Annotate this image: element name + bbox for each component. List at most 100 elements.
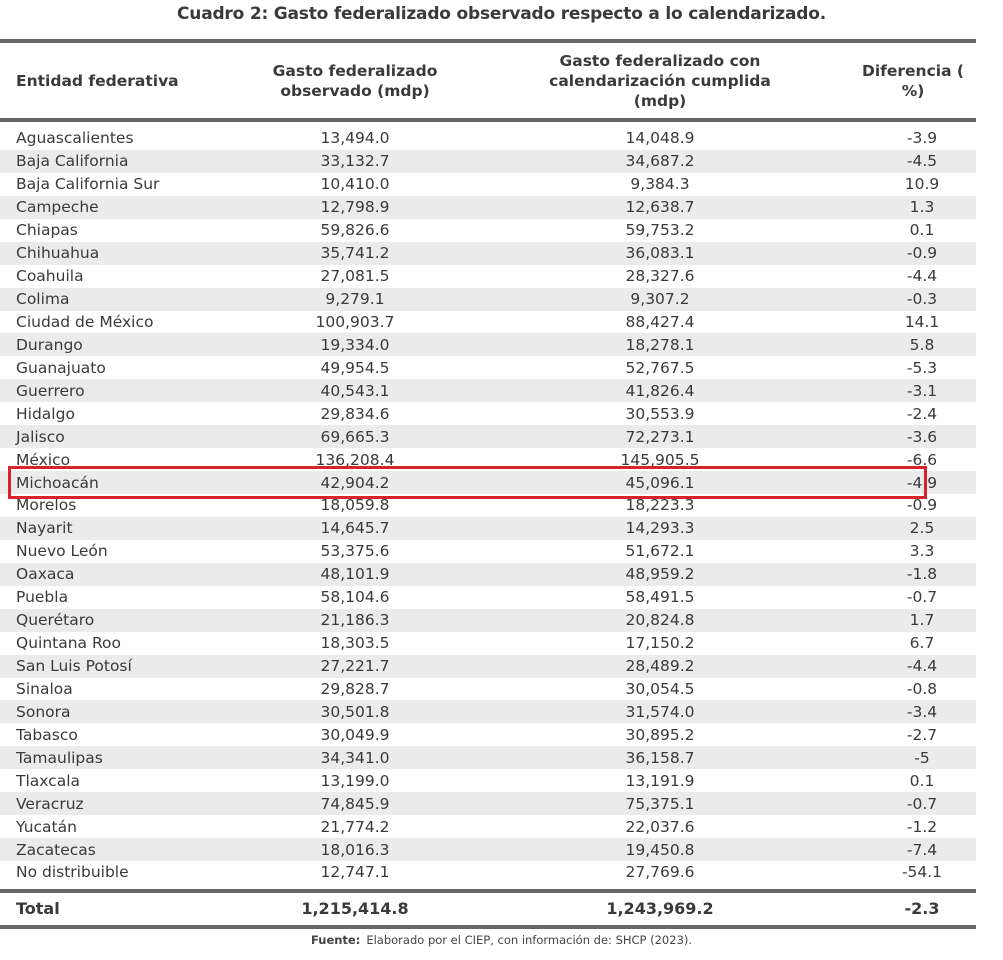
table-row: No distribuible 12,747.1 27,769.6 -54.1 — [0, 861, 976, 884]
cell-scheduled: 30,553.9 — [625, 404, 695, 423]
cell-entity: Tamaulipas — [16, 748, 103, 767]
cell-scheduled: 36,083.1 — [625, 244, 695, 263]
cell-observed: 34,341.0 — [320, 748, 390, 767]
cell-entity: Veracruz — [16, 794, 84, 813]
table-row: Durango 19,334.0 18,278.1 5.8 — [0, 333, 976, 357]
cell-diff: -3.6 — [906, 427, 938, 446]
cell-observed: 18,303.5 — [320, 634, 390, 653]
cell-diff: -5.3 — [906, 358, 938, 377]
cell-observed: 12,798.9 — [320, 198, 390, 217]
cell-observed: 69,665.3 — [320, 427, 390, 446]
cell-observed: 29,834.6 — [320, 404, 390, 423]
cell-observed: 33,132.7 — [320, 152, 390, 171]
table-row: Zacatecas 18,016.3 19,450.8 -7.4 — [0, 838, 976, 861]
cell-entity: Chihuahua — [16, 244, 100, 263]
cell-observed: 27,081.5 — [320, 267, 390, 286]
cell-entity: Campeche — [16, 198, 99, 217]
cell-observed: 136,208.4 — [315, 450, 395, 469]
highlight-box-michoacan — [8, 466, 927, 499]
cell-diff: 14.1 — [904, 312, 940, 331]
cell-entity: Hidalgo — [16, 404, 75, 423]
cell-scheduled: 30,895.2 — [625, 725, 695, 744]
cell-observed: 13,199.0 — [320, 771, 390, 790]
cell-diff: -0.9 — [906, 244, 938, 263]
table-row: Sonora 30,501.8 31,574.0 -3.4 — [0, 700, 976, 724]
cell-diff: -0.3 — [906, 290, 938, 309]
cell-scheduled: 41,826.4 — [625, 381, 695, 400]
table-bottom-rule — [0, 924, 976, 929]
cell-diff: 10.9 — [904, 175, 940, 194]
cell-entity: Tlaxcala — [16, 771, 80, 790]
cell-entity: Durango — [16, 335, 83, 354]
header-scheduled-line1: Gasto federalizado con — [559, 51, 761, 70]
table-row: Querétaro 21,186.3 20,824.8 1.7 — [0, 608, 976, 632]
header-diff: Diferencia ( %) — [861, 61, 965, 100]
total-observed: 1,215,414.8 — [301, 899, 409, 919]
table-title: Cuadro 2: Gasto federalizado observado r… — [177, 4, 826, 24]
cell-diff: -4.9 — [906, 473, 938, 492]
table-row: Nayarit 14,645.7 14,293.3 2.5 — [0, 516, 976, 540]
cell-diff: -4.4 — [906, 657, 938, 676]
cell-scheduled: 48,959.2 — [625, 565, 695, 584]
cell-entity: Sinaloa — [16, 679, 73, 698]
cell-entity: Nuevo León — [16, 542, 108, 561]
cell-diff: -0.7 — [906, 588, 938, 607]
data-table: Entidad federativa Gasto federalizado ob… — [0, 39, 976, 929]
table-row: Campeche 12,798.9 12,638.7 1.3 — [0, 195, 976, 219]
table-row: Chiapas 59,826.6 59,753.2 0.1 — [0, 219, 976, 242]
cell-entity: Aguascalientes — [16, 129, 134, 148]
table-row: Baja California 33,132.7 34,687.2 -4.5 — [0, 149, 976, 173]
cell-observed: 19,334.0 — [320, 335, 390, 354]
cell-scheduled: 13,191.9 — [625, 771, 695, 790]
table-row: Morelos 18,059.8 18,223.3 -0.9 — [0, 494, 976, 517]
cell-observed: 10,410.0 — [320, 175, 390, 194]
cell-observed: 48,101.9 — [320, 565, 390, 584]
cell-diff: -7.4 — [906, 840, 938, 859]
table-row: Sinaloa 29,828.7 30,054.5 -0.8 — [0, 678, 976, 701]
total-label: Total — [16, 899, 60, 919]
footnote: Fuente: Elaborado por el CIEP, con inform… — [0, 933, 1003, 947]
cell-entity: Guanajuato — [16, 358, 106, 377]
cell-scheduled: 27,769.6 — [625, 863, 695, 882]
header-scheduled-line2: calendarización cumplida — [549, 71, 771, 90]
cell-diff: -2.4 — [906, 404, 938, 423]
cell-diff: -3.4 — [906, 702, 938, 721]
cell-scheduled: 18,223.3 — [625, 496, 695, 515]
cell-diff: 1.7 — [909, 611, 935, 630]
cell-observed: 29,828.7 — [320, 679, 390, 698]
table-row: México 136,208.4 145,905.5 -6.6 — [0, 448, 976, 471]
cell-observed: 30,501.8 — [320, 702, 390, 721]
cell-entity: Yucatán — [16, 817, 77, 836]
cell-entity: Michoacán — [16, 473, 99, 492]
cell-entity: Jalisco — [16, 427, 65, 446]
cell-entity: Zacatecas — [16, 840, 96, 859]
cell-diff: 1.3 — [909, 198, 935, 217]
table-row: Aguascalientes 13,494.0 14,048.9 -3.9 — [0, 127, 976, 150]
table-row: Guerrero 40,543.1 41,826.4 -3.1 — [0, 379, 976, 403]
table-body: Aguascalientes 13,494.0 14,048.9 -3.9 Baja C… — [0, 122, 976, 884]
cell-entity: Colima — [16, 290, 70, 309]
cell-entity: Morelos — [16, 496, 77, 515]
cell-observed: 59,826.6 — [320, 221, 390, 240]
header-observed: Gasto federalizado observado (mdp) — [240, 61, 470, 101]
cell-diff: -0.7 — [906, 794, 938, 813]
cell-scheduled: 145,905.5 — [620, 450, 700, 469]
cell-scheduled: 14,293.3 — [625, 519, 695, 538]
cell-observed: 100,903.7 — [315, 312, 395, 331]
cell-entity: Baja California — [16, 152, 129, 171]
table-row: Guanajuato 49,954.5 52,767.5 -5.3 — [0, 356, 976, 379]
cell-observed: 42,904.2 — [320, 473, 390, 492]
cell-scheduled: 22,037.6 — [625, 817, 695, 836]
cell-diff: -0.8 — [906, 679, 938, 698]
cell-entity: Coahuila — [16, 267, 84, 286]
cell-observed: 49,954.5 — [320, 358, 390, 377]
cell-scheduled: 75,375.1 — [625, 794, 695, 813]
cell-diff: -4.5 — [906, 152, 938, 171]
footnote-text: Elaborado por el CIEP, con información d… — [366, 933, 693, 947]
total-diff: -2.3 — [904, 899, 940, 919]
cell-scheduled: 9,307.2 — [630, 290, 690, 309]
cell-diff: -4.4 — [906, 267, 938, 286]
cell-entity: Baja California Sur — [16, 175, 160, 194]
table-row: Tlaxcala 13,199.0 13,191.9 0.1 — [0, 769, 976, 792]
total-scheduled: 1,243,969.2 — [606, 899, 714, 919]
